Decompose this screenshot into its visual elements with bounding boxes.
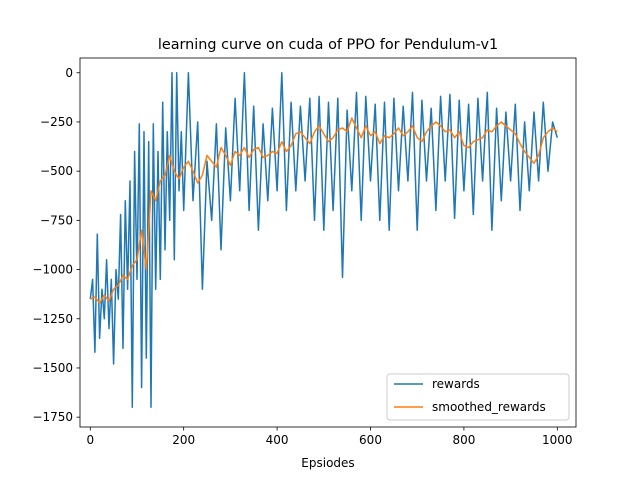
plot-border: [79, 57, 577, 428]
x-tick-label: 600: [359, 433, 382, 447]
legend-label-smoothed-rewards: smoothed_rewards: [432, 400, 546, 414]
y-tick-label: −1750: [32, 410, 73, 424]
x-tick-label: 200: [172, 433, 195, 447]
y-tick-label: −750: [40, 213, 73, 227]
x-tick-label: 1000: [542, 433, 573, 447]
x-axis-label: Epsiodes: [301, 456, 354, 470]
chart-title: learning curve on cuda of PPO for Pendul…: [158, 37, 498, 53]
y-tick-label: −1500: [32, 361, 73, 375]
legend-box: [386, 373, 570, 421]
y-tick-label: −1000: [32, 263, 73, 277]
legend: rewards smoothed_rewards: [386, 373, 570, 421]
series-layer: [89, 72, 559, 409]
legend-label-rewards: rewards: [432, 377, 480, 391]
series-line-smoothed-rewards: [90, 117, 558, 304]
y-tick-label: −500: [40, 164, 73, 178]
y-tick-label: 0: [65, 66, 73, 80]
y-tick-label: −1250: [32, 312, 73, 326]
x-tick-label: 400: [266, 433, 289, 447]
x-tick-label: 800: [452, 433, 475, 447]
ticks-layer: 0 200 400 600 800 1000 0 −250 −500 −750 −1000 −1250…: [32, 66, 572, 447]
x-tick-label: 0: [86, 433, 94, 447]
series-line-rewards: [89, 72, 559, 409]
y-tick-label: −250: [40, 115, 73, 129]
